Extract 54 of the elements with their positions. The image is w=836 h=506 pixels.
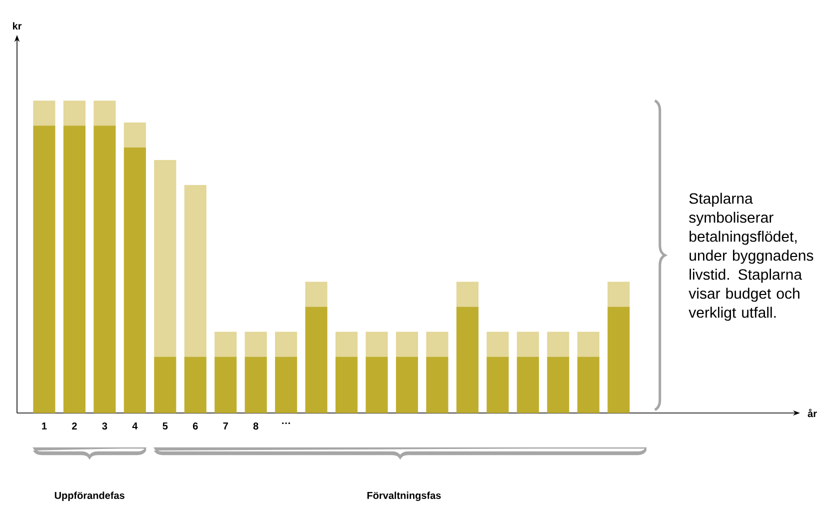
bar <box>33 100 56 126</box>
bar <box>305 306 328 413</box>
x-tick-label: 1 <box>42 422 47 430</box>
bar <box>366 356 388 413</box>
x-tick-label: 8 <box>253 422 258 430</box>
bar <box>456 282 478 307</box>
bar <box>547 356 570 413</box>
text: år <box>808 408 817 418</box>
bar <box>396 332 418 357</box>
bar <box>184 356 206 413</box>
text: kr <box>12 22 22 30</box>
bar <box>154 160 176 357</box>
x-tick-label: 7 <box>223 422 228 430</box>
bar <box>94 126 116 413</box>
bar <box>244 356 267 413</box>
bar <box>335 332 358 357</box>
bar <box>63 100 86 126</box>
x-tick-label: 2 <box>72 422 77 430</box>
bar <box>608 282 630 307</box>
bar <box>275 332 298 357</box>
bar <box>426 332 448 357</box>
bar <box>516 356 539 413</box>
bar <box>547 332 570 357</box>
bar <box>486 332 509 357</box>
bar <box>335 356 358 413</box>
bar <box>154 356 176 413</box>
bar <box>275 356 298 413</box>
bar <box>486 356 509 413</box>
bar <box>577 332 600 357</box>
bar <box>214 356 237 413</box>
bar <box>366 332 388 357</box>
bar <box>426 356 448 413</box>
x-tick-label: 4 <box>132 422 138 430</box>
bar <box>184 184 206 357</box>
bar <box>516 332 539 357</box>
text: Uppförandefas <box>54 492 124 501</box>
bar <box>577 356 600 413</box>
bar <box>63 126 86 413</box>
bar <box>94 100 116 126</box>
text: Staplarna symboliserar betalningsflödet, under byggnadens livstid. Staplarna visar budget och verkligt utfall. <box>688 192 814 321</box>
x-tick-label: 6 <box>192 422 198 430</box>
bar <box>124 147 146 413</box>
text: Förvaltningsfas <box>367 492 441 502</box>
bar <box>244 332 267 357</box>
bar <box>608 306 630 413</box>
bar <box>305 282 328 307</box>
bar <box>456 306 478 413</box>
x-tick-label: 5 <box>162 422 168 430</box>
bar <box>124 122 146 148</box>
x-tick-label: … <box>282 422 290 424</box>
bar <box>396 356 418 413</box>
bar <box>33 126 56 413</box>
bar <box>214 332 237 357</box>
x-tick-label: 3 <box>102 422 108 430</box>
